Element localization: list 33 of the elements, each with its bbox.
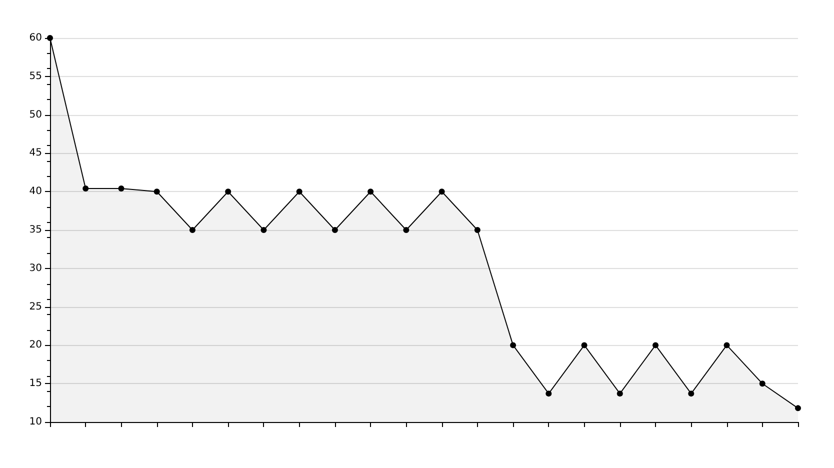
y-tick-label: 45 bbox=[29, 148, 42, 159]
point bbox=[118, 186, 124, 192]
point bbox=[296, 188, 302, 195]
point bbox=[616, 390, 623, 397]
point bbox=[759, 380, 766, 387]
point bbox=[688, 390, 694, 397]
point bbox=[474, 227, 480, 233]
point bbox=[225, 188, 232, 195]
point bbox=[581, 342, 588, 348]
y-tick-label: 40 bbox=[29, 186, 42, 198]
point bbox=[510, 342, 516, 348]
y-tick-label: 10 bbox=[29, 416, 42, 428]
point bbox=[189, 227, 196, 233]
point bbox=[368, 188, 374, 195]
y-tick-label: 30 bbox=[29, 262, 42, 274]
point bbox=[260, 227, 267, 233]
point bbox=[724, 342, 730, 348]
y-tick-label: 55 bbox=[29, 70, 42, 82]
y-tick-label: 15 bbox=[29, 378, 42, 390]
point bbox=[652, 342, 659, 348]
y-tick-label: 20 bbox=[29, 340, 42, 351]
point bbox=[47, 35, 53, 41]
point bbox=[403, 227, 410, 233]
y-tick-label: 50 bbox=[29, 109, 42, 120]
point bbox=[438, 188, 445, 195]
y-tick-label: 35 bbox=[29, 224, 42, 236]
point bbox=[82, 186, 89, 192]
point bbox=[154, 188, 160, 195]
point bbox=[332, 227, 338, 233]
y-tick-label: 25 bbox=[29, 301, 42, 312]
point bbox=[546, 390, 552, 397]
y-tick-label: 60 bbox=[29, 32, 42, 44]
point bbox=[795, 405, 801, 412]
